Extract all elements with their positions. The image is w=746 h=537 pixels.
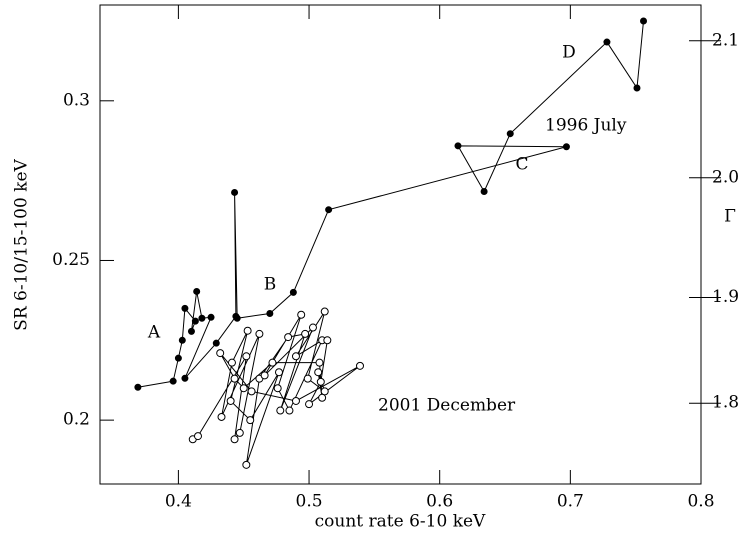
open-point (227, 358, 236, 367)
filled-point (231, 188, 239, 196)
x-axis-label: count rate 6-10 keV (315, 512, 486, 532)
y-tick-label: 0.2 (63, 410, 90, 430)
open-point (193, 432, 202, 441)
open-point (260, 371, 269, 380)
filled-point (187, 327, 195, 335)
open-point (315, 358, 324, 367)
filled-point (325, 206, 333, 214)
open-point (303, 374, 312, 383)
open-point (318, 393, 327, 402)
filled-point (233, 314, 241, 322)
y-tick-label: 0.3 (63, 90, 90, 110)
open-point (239, 384, 248, 393)
open-point (276, 406, 285, 415)
open-point (301, 329, 310, 338)
filled-point (207, 313, 215, 321)
y2-tick-label: 2.0 (712, 167, 739, 187)
y-tick-label: 0.25 (52, 250, 90, 270)
filled-point (480, 187, 488, 195)
open-point (316, 377, 325, 386)
plot-frame (99, 4, 702, 485)
open-point (285, 406, 294, 415)
open-point (320, 307, 329, 316)
open-point (235, 428, 244, 437)
annotation: 1996 July (545, 116, 627, 136)
annotation: B (264, 275, 277, 295)
filled-point (181, 374, 189, 382)
filled-point (193, 287, 201, 295)
annotation: 2001 December (378, 396, 516, 416)
y2-tick-label: 1.9 (712, 287, 739, 307)
x-tick-label: 0.8 (687, 492, 714, 512)
y-axis-label: SR 6-10/15-100 keV (12, 158, 32, 330)
open-point (323, 336, 332, 345)
y2-axis-label: Γ (724, 207, 736, 227)
annotation: A (147, 323, 161, 343)
open-point (242, 352, 251, 361)
filled-point (633, 84, 641, 92)
open-point (230, 435, 239, 444)
annotation: C (515, 155, 528, 175)
filled-point (134, 383, 142, 391)
open-point (273, 384, 282, 393)
open-point (291, 352, 300, 361)
open-point (305, 400, 314, 409)
open-point (226, 396, 235, 405)
open-point (247, 387, 256, 396)
x-tick-label: 0.6 (426, 492, 453, 512)
series-line (192, 311, 361, 466)
open-point (308, 323, 317, 332)
filled-point (198, 314, 206, 322)
open-point (246, 416, 255, 425)
open-point (255, 329, 264, 338)
y2-tick-label: 2.1 (712, 30, 739, 50)
filled-point (640, 17, 648, 25)
filled-point (562, 143, 570, 151)
filled-point (191, 317, 199, 325)
y2-tick-label: 1.8 (712, 393, 739, 413)
x-tick-label: 0.5 (296, 492, 323, 512)
series-line (137, 20, 645, 388)
filled-point (289, 288, 297, 296)
open-point (355, 361, 364, 370)
filled-point (169, 377, 177, 385)
filled-point (603, 38, 611, 46)
x-tick-label: 0.4 (165, 492, 192, 512)
open-point (291, 396, 300, 405)
filled-point (181, 304, 189, 312)
open-point (243, 326, 252, 335)
filled-point (212, 339, 220, 347)
filled-point (454, 142, 462, 150)
open-point (217, 412, 226, 421)
filled-point (178, 336, 186, 344)
annotation: D (562, 43, 576, 63)
x-tick-label: 0.7 (557, 492, 584, 512)
open-point (314, 368, 323, 377)
open-point (242, 460, 251, 469)
open-point (297, 310, 306, 319)
open-point (216, 349, 225, 358)
open-point (268, 358, 277, 367)
filled-point (506, 130, 514, 138)
open-point (230, 374, 239, 383)
filled-point (174, 354, 182, 362)
open-point (274, 368, 283, 377)
open-point (284, 333, 293, 342)
filled-point (266, 309, 274, 317)
